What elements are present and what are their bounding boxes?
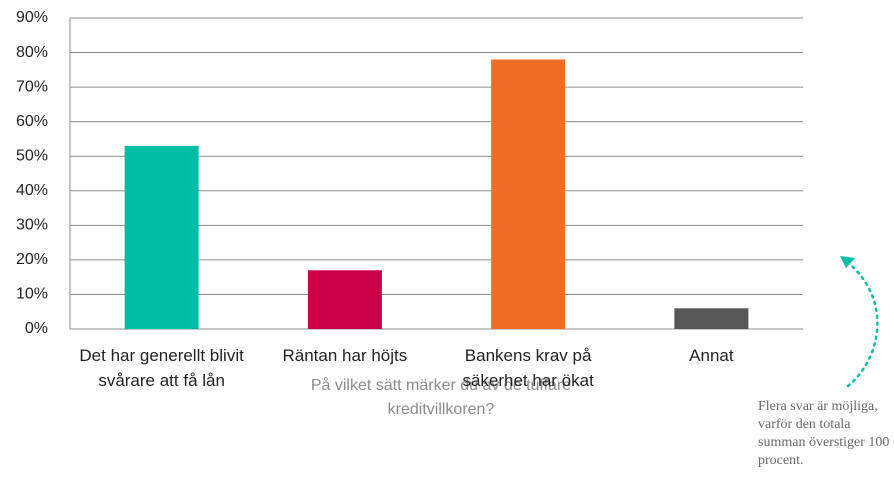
bar	[124, 145, 199, 329]
x-tick-label: Det har generellt blivit svårare att få …	[79, 346, 244, 390]
bar	[307, 270, 382, 329]
x-axis-label: På vilket sätt märker du av de tuffare k…	[310, 377, 572, 418]
y-tick-label: 0%	[25, 320, 48, 337]
bar	[674, 308, 749, 329]
y-tick-label: 70%	[16, 78, 48, 95]
arrow-head	[840, 256, 855, 268]
annotation: Flera svar är möjliga, varför den totala…	[758, 399, 890, 468]
x-tick-label: Räntan har höjts	[282, 346, 408, 365]
y-tick-label: 50%	[16, 147, 48, 164]
y-tick-label: 60%	[16, 113, 48, 130]
x-tick-label: Annat	[689, 346, 734, 365]
bar	[491, 59, 566, 329]
y-tick-label: 30%	[16, 217, 48, 234]
y-tick-label: 90%	[16, 9, 48, 26]
y-tick-label: 80%	[16, 44, 48, 61]
y-tick-label: 40%	[16, 182, 48, 199]
x-tick-label: Bankens krav på säkerhet har ökat	[462, 346, 594, 390]
y-tick-label: 10%	[16, 286, 48, 303]
arrow	[843, 258, 879, 388]
y-tick-label: 20%	[16, 251, 48, 268]
